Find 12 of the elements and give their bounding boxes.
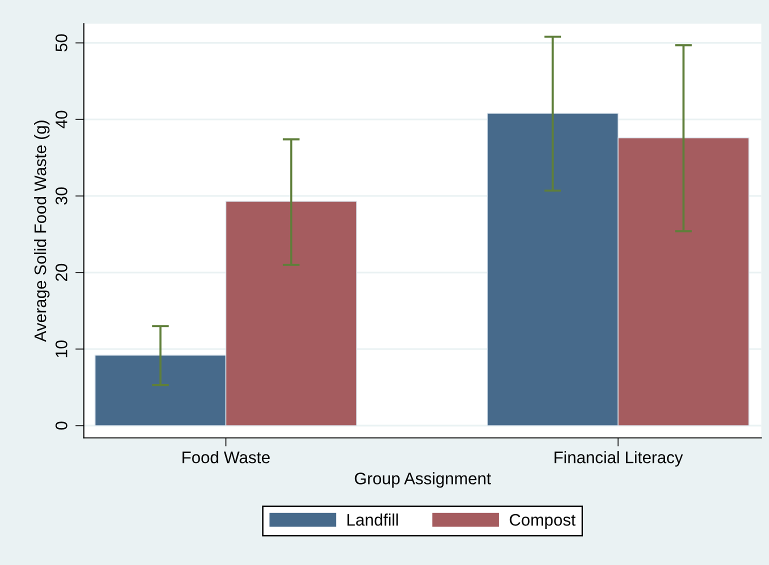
- x-tick-label: Financial Literacy: [554, 451, 683, 467]
- y-tick-label: 30: [56, 187, 68, 205]
- x-axis-title: Group Assignment: [354, 472, 492, 488]
- x-tick-label: Food Waste: [182, 451, 270, 464]
- y-tick-label: 0: [56, 422, 68, 430]
- legend-label: Landfill: [348, 514, 398, 526]
- y-tick-label: 50: [56, 34, 68, 52]
- y-axis-title: Average Solid Food Waste (g): [34, 120, 50, 342]
- y-tick-label: 40: [56, 110, 68, 128]
- y-tick-label: 10: [56, 340, 68, 358]
- y-tick-label: 20: [56, 264, 68, 281]
- legend-label: Compost: [510, 514, 576, 530]
